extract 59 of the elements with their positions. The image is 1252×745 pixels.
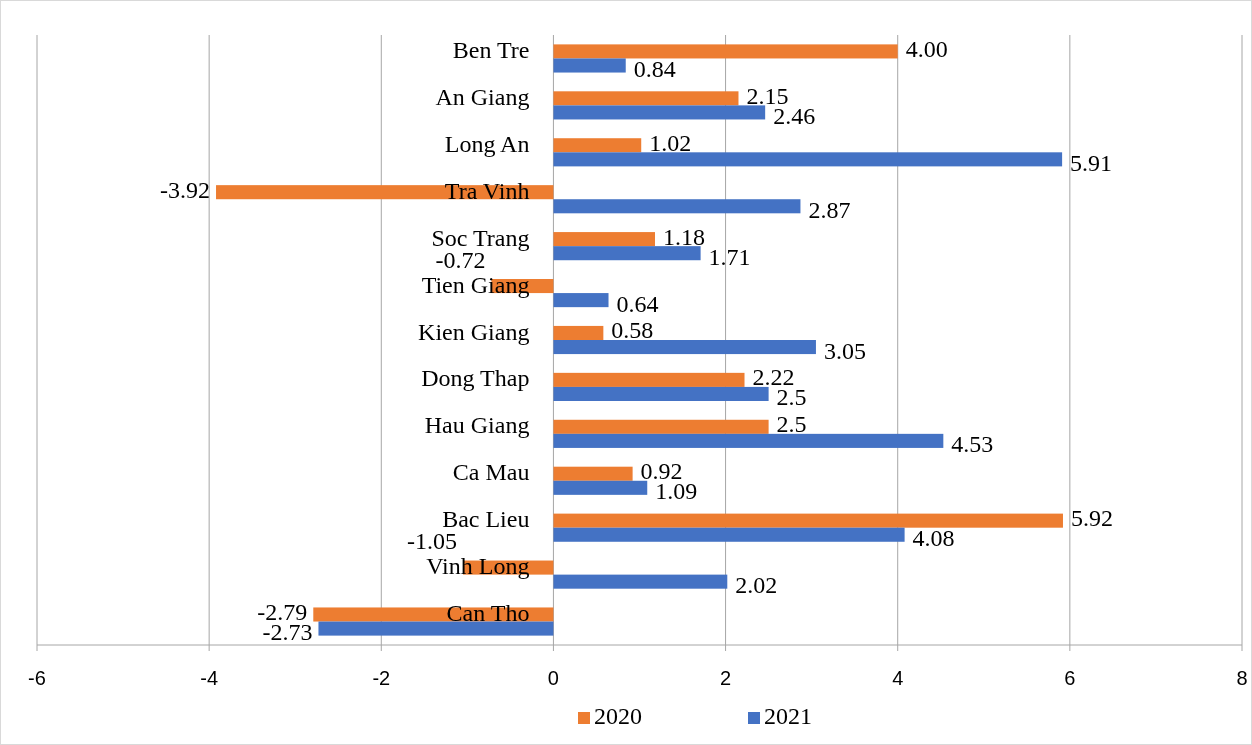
legend-label: 2020 xyxy=(594,702,642,729)
data-label: 1.71 xyxy=(708,243,751,270)
bar xyxy=(553,91,739,106)
bar xyxy=(553,386,769,401)
bar xyxy=(553,58,626,73)
x-tick-label: 0 xyxy=(547,667,559,689)
data-label: 4.00 xyxy=(905,35,948,62)
data-label: 5.92 xyxy=(1070,505,1113,532)
bar xyxy=(553,372,745,387)
data-label: 1.18 xyxy=(662,223,705,250)
data-label: 1.02 xyxy=(649,129,692,156)
data-label: 5.91 xyxy=(1070,149,1113,176)
data-label: 4.53 xyxy=(951,431,994,458)
bar xyxy=(553,480,648,495)
x-tick-label: -4 xyxy=(200,667,219,689)
legend-label: 2021 xyxy=(764,702,812,729)
bar xyxy=(553,293,609,308)
data-label: 3.05 xyxy=(823,337,866,364)
y-tick-label: An Giang xyxy=(435,83,530,110)
y-tick-label: Ca Mau xyxy=(452,459,530,486)
y-tick-label: Can Tho xyxy=(446,600,530,627)
y-tick-label: Dong Thap xyxy=(421,365,530,392)
bar xyxy=(553,466,633,481)
y-tick-label: Ben Tre xyxy=(452,36,530,63)
data-label: 2.02 xyxy=(735,572,778,599)
bar xyxy=(553,433,944,448)
bar xyxy=(553,527,905,542)
bar xyxy=(553,44,898,59)
bar xyxy=(553,199,801,214)
bar xyxy=(318,621,554,636)
y-tick-label: Kien Giang xyxy=(418,318,530,345)
x-tick-label: 4 xyxy=(892,667,904,689)
data-label: 0.58 xyxy=(611,317,654,344)
bar xyxy=(553,574,728,589)
bar xyxy=(553,513,1063,528)
bar xyxy=(553,105,766,120)
x-tick-label: -2 xyxy=(372,667,391,689)
data-label: 2.5 xyxy=(776,411,807,438)
data-label: -3.92 xyxy=(160,176,211,203)
x-tick-label: 8 xyxy=(1236,667,1248,689)
bar xyxy=(313,607,554,622)
data-label: 4.08 xyxy=(912,525,955,552)
y-tick-label: Hau Giang xyxy=(424,412,530,439)
x-tick-label: 6 xyxy=(1064,667,1076,689)
bar xyxy=(553,246,701,261)
x-tick-label: 2 xyxy=(720,667,732,689)
data-label: 0.64 xyxy=(616,290,659,317)
bar xyxy=(553,325,604,340)
bar xyxy=(553,419,769,434)
data-label: 2.87 xyxy=(808,196,851,223)
bar xyxy=(553,232,655,247)
y-tick-label: Long An xyxy=(444,130,530,157)
data-label: 2.15 xyxy=(746,82,789,109)
x-tick-label: -6 xyxy=(28,667,46,689)
bar xyxy=(553,152,1063,167)
bar xyxy=(553,340,816,355)
y-tick-label: Tra Vinh xyxy=(444,177,530,204)
data-label: 0.84 xyxy=(633,56,676,83)
bar xyxy=(553,138,642,153)
